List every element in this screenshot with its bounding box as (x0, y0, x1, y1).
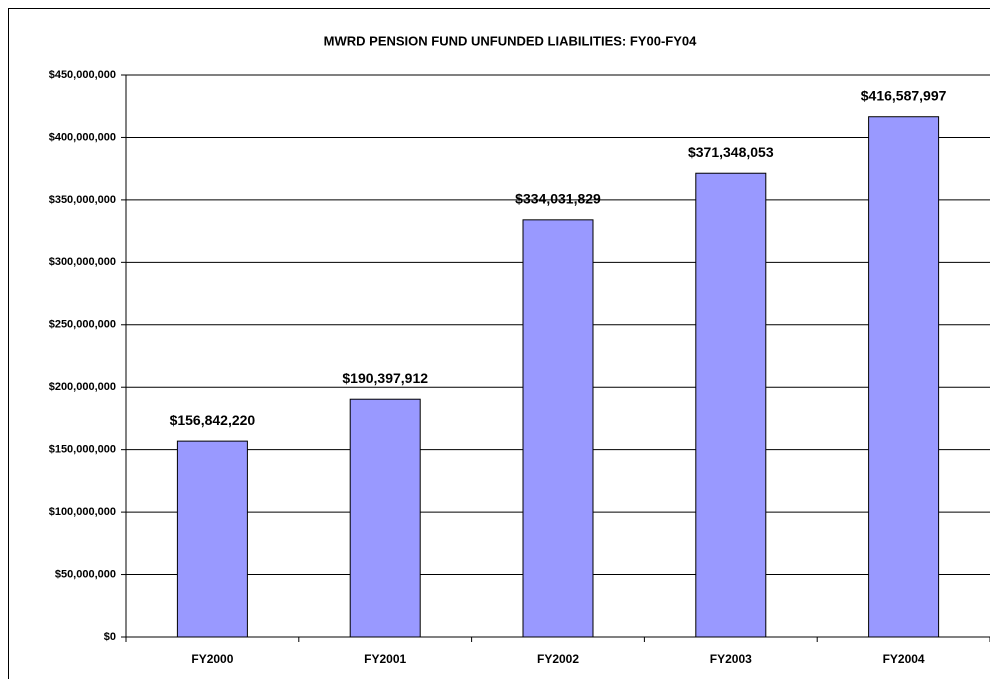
value-label: $156,842,220 (170, 412, 256, 428)
value-label: $334,031,829 (515, 191, 601, 207)
value-label: $416,587,997 (861, 87, 947, 103)
y-tick-label: $50,000,000 (55, 568, 116, 580)
value-label: $371,348,053 (688, 144, 774, 160)
x-tick-label: FY2003 (710, 652, 752, 666)
x-tick-label: FY2000 (191, 652, 233, 666)
y-tick-label: $0 (104, 631, 116, 643)
x-tick-label: FY2002 (537, 652, 579, 666)
bar (349, 398, 421, 638)
y-tick-label: $400,000,000 (49, 131, 116, 143)
bar (522, 219, 594, 638)
x-tick-label: FY2001 (364, 652, 406, 666)
y-tick-label: $450,000,000 (49, 69, 116, 81)
bar (695, 172, 767, 638)
bar (868, 116, 940, 638)
value-label: $190,397,912 (342, 370, 428, 386)
y-tick-label: $350,000,000 (49, 194, 116, 206)
y-tick-label: $100,000,000 (49, 506, 116, 518)
y-tick-label: $150,000,000 (49, 444, 116, 456)
y-tick-label: $300,000,000 (49, 256, 116, 268)
chart-title: MWRD PENSION FUND UNFUNDED LIABILITIES: … (324, 33, 697, 48)
bar (176, 440, 248, 638)
x-tick-label: FY2004 (883, 652, 925, 666)
y-tick-label: $200,000,000 (49, 381, 116, 393)
chart-frame (8, 8, 990, 679)
y-tick-label: $250,000,000 (49, 319, 116, 331)
